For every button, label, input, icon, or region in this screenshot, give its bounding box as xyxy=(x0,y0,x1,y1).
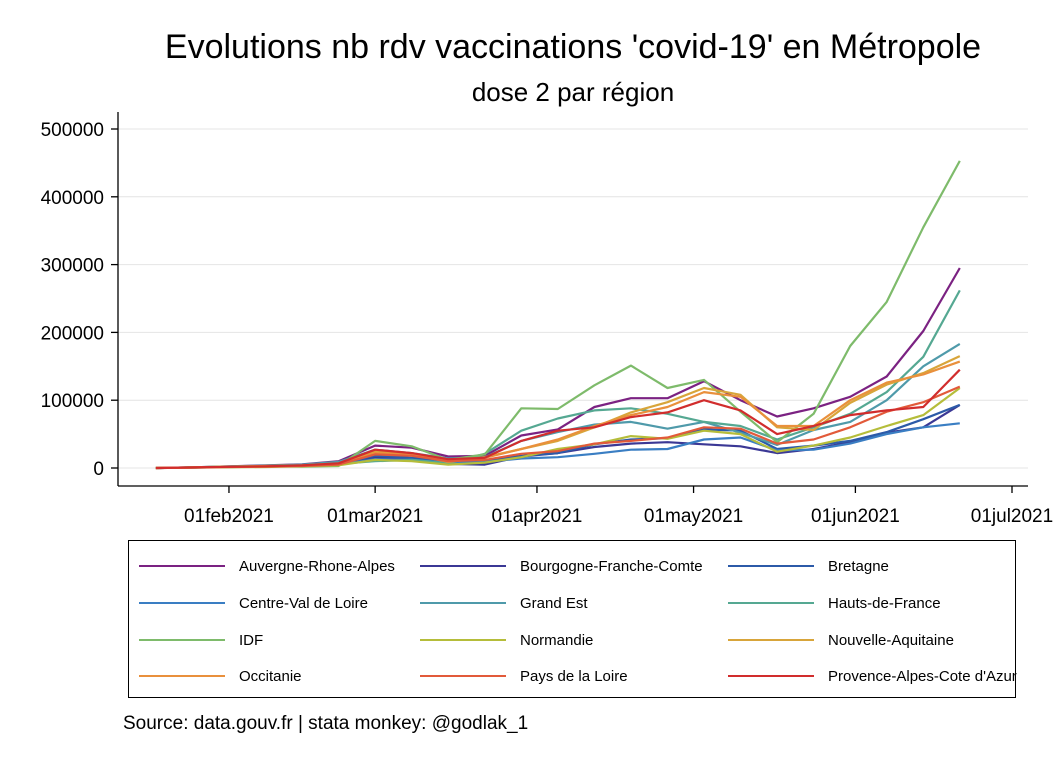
legend-label: Grand Est xyxy=(520,594,588,612)
line-chart: 0 100000 200000 300000 400000 500000 01feb2021… xyxy=(41,112,1053,527)
series-line xyxy=(155,403,961,470)
y-tick-label: 400000 xyxy=(41,188,104,209)
series-line xyxy=(155,368,961,470)
x-tick-label: 01jun2021 xyxy=(811,506,900,527)
chart-subtitle: dose 2 par région xyxy=(471,77,675,107)
series-lines xyxy=(155,160,961,470)
legend-item: Provence-Alpes-Cote d'Azur xyxy=(728,666,1017,686)
y-tick-label: 300000 xyxy=(41,256,104,277)
legend-label: IDF xyxy=(239,631,264,649)
x-tick-label: 01may2021 xyxy=(644,506,743,527)
x-tick-label: 01feb2021 xyxy=(184,506,274,527)
series-line xyxy=(155,160,961,470)
legend-label: Bourgogne-Franche-Comte xyxy=(520,557,703,575)
legend-swatch xyxy=(728,675,814,677)
legend-label: Centre-Val de Loire xyxy=(239,594,368,612)
legend-label: Normandie xyxy=(520,631,594,649)
legend-item: Auvergne-Rhone-Alpes xyxy=(139,556,395,576)
legend-item: Occitanie xyxy=(139,666,302,686)
legend-label: Pays de la Loire xyxy=(520,667,628,685)
legend-label: Occitanie xyxy=(239,667,302,685)
legend-swatch xyxy=(139,639,225,641)
legend-swatch xyxy=(728,639,814,641)
legend-item: Centre-Val de Loire xyxy=(139,593,368,613)
legend-label: Hauts-de-France xyxy=(828,594,941,612)
legend-swatch xyxy=(728,602,814,604)
legend-item: Bretagne xyxy=(728,556,889,576)
legend-item: Hauts-de-France xyxy=(728,593,941,613)
legend-swatch xyxy=(420,565,506,567)
legend-item: Bourgogne-Franche-Comte xyxy=(420,556,703,576)
legend-swatch xyxy=(139,602,225,604)
legend-item: Grand Est xyxy=(420,593,588,613)
legend-swatch xyxy=(139,675,225,677)
legend-item: Normandie xyxy=(420,630,593,650)
x-tick-label: 01jul2021 xyxy=(971,506,1053,527)
legend-swatch xyxy=(139,565,225,567)
source-note: Source: data.gouv.fr | stata monkey: @go… xyxy=(123,713,529,734)
legend-label: Bretagne xyxy=(828,557,889,575)
gridlines xyxy=(118,128,1028,469)
series-line xyxy=(155,403,961,470)
chart-title: Evolutions nb rdv vaccinations 'covid-19… xyxy=(164,28,982,66)
series-line xyxy=(155,385,961,470)
legend-label: Nouvelle-Aquitaine xyxy=(828,631,954,649)
legend-item: IDF xyxy=(139,630,263,650)
legend-swatch xyxy=(728,565,814,567)
legend: Auvergne-Rhone-Alpes Bourgogne-Franche-Co… xyxy=(128,540,1017,698)
x-tick-label: 01mar2021 xyxy=(327,506,423,527)
y-tick-label: 0 xyxy=(93,459,104,480)
legend-swatch xyxy=(420,602,506,604)
legend-swatch xyxy=(420,639,506,641)
legend-label: Auvergne-Rhone-Alpes xyxy=(239,557,395,575)
legend-item: Pays de la Loire xyxy=(420,666,628,686)
x-tick-label: 01apr2021 xyxy=(492,506,583,527)
y-tick-label: 500000 xyxy=(41,120,104,141)
y-tick-label: 200000 xyxy=(41,323,104,344)
legend-label: Provence-Alpes-Cote d'Azur xyxy=(828,667,1017,685)
y-tick-label: 100000 xyxy=(41,391,104,412)
axes: 0 100000 200000 300000 400000 500000 01feb2021… xyxy=(41,112,1053,527)
legend-swatch xyxy=(420,675,506,677)
legend-item: Nouvelle-Aquitaine xyxy=(728,630,954,650)
